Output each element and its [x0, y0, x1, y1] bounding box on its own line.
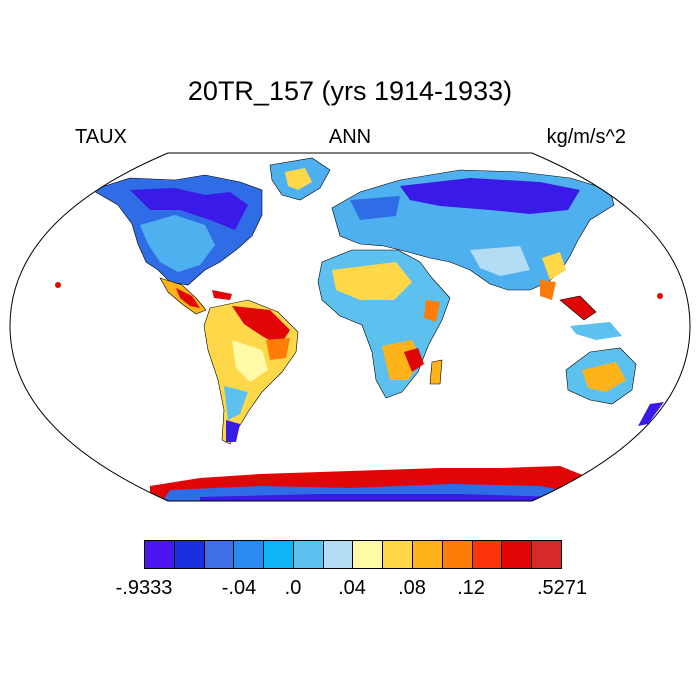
colorbar-swatch — [383, 541, 414, 568]
colorbar-swatch — [293, 541, 324, 568]
colorbar-tick-label: .12 — [457, 577, 485, 599]
pacific-island — [657, 293, 663, 299]
colorbar-tick-label: .04 — [338, 577, 366, 599]
season-label: ANN — [328, 126, 372, 148]
caribbean-islands — [212, 290, 232, 300]
colorbar-swatch — [204, 541, 235, 568]
pacific-island — [55, 282, 61, 288]
map-border — [9, 152, 691, 502]
colorbar-tick-label: .0 — [284, 577, 302, 599]
colorbar-swatch — [413, 541, 443, 568]
region-na-interior — [140, 215, 215, 272]
colorbar-swatch — [472, 541, 503, 568]
colorbar-swatch — [323, 541, 354, 568]
colorbar-tick-label: -.9333 — [115, 577, 173, 599]
variable-label: TAUX — [75, 126, 127, 148]
colorbar-swatch — [264, 541, 294, 568]
colorbar-swatch — [234, 541, 265, 568]
landmass-madagascar — [429, 359, 443, 385]
colorbar-swatch — [145, 541, 175, 568]
region-canada-north — [130, 188, 248, 230]
plot-title: 20TR_157 (yrs 1914-1933) — [187, 76, 513, 106]
colorbar-swatch — [442, 541, 473, 568]
colorbar — [144, 540, 562, 569]
colorbar-swatch — [353, 541, 384, 568]
colorbar-tick-label: .5271 — [536, 577, 588, 599]
colorbar-swatch — [502, 541, 533, 568]
colorbar-swatch — [532, 541, 561, 568]
colorbar-swatch — [174, 541, 205, 568]
colorbar-tick-label: .08 — [398, 577, 426, 599]
colorbar-tick-label: -.04 — [221, 577, 257, 599]
region-siberia — [400, 178, 580, 214]
units-label: kg/m/s^2 — [546, 126, 626, 148]
landmass-new-zealand — [638, 402, 664, 426]
landmass-southeast-asia — [559, 295, 597, 321]
